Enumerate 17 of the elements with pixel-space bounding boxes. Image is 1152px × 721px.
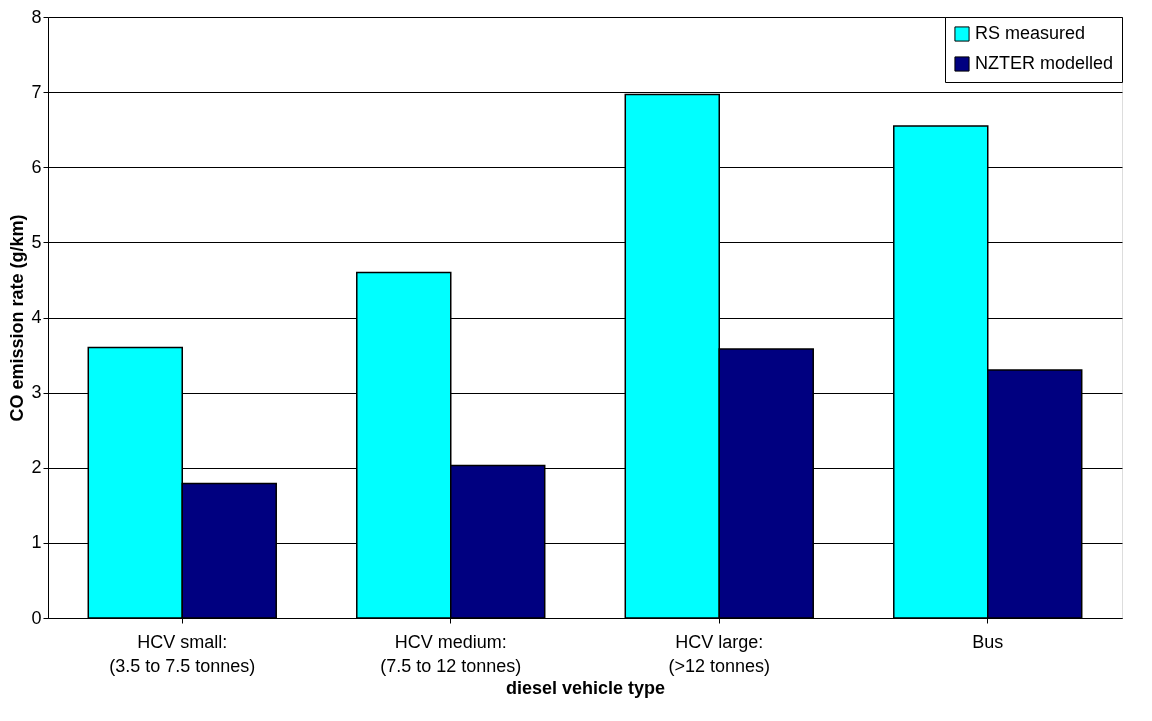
y-tick-label: 0 [31,607,42,628]
y-tick-label: 7 [31,81,42,102]
x-tick-label: HCV small: (3.5 to 7.5 tonnes) [109,631,256,676]
y-axis-title: CO emission rate (g/km) [7,214,28,422]
y-tick-label: 5 [31,231,42,252]
y-tick-label: 3 [31,382,42,403]
x-tick-label: HCV large: (>12 tonnes) [668,631,771,676]
y-tick-label: 8 [31,6,42,27]
y-tick-label: 4 [31,307,42,327]
x-tick-label: Bus [972,631,1004,652]
x-tick-label: HCV medium: (7.5 to 12 tonnes) [380,631,522,676]
legend-label: RS measured [975,23,1086,43]
y-tick-label: 2 [31,457,42,478]
y-tick-label: 6 [31,156,42,177]
y-tick-label: 1 [31,532,42,553]
legend-label: NZTER modelled [975,53,1114,73]
x-axis-title: diesel vehicle type [505,677,666,698]
